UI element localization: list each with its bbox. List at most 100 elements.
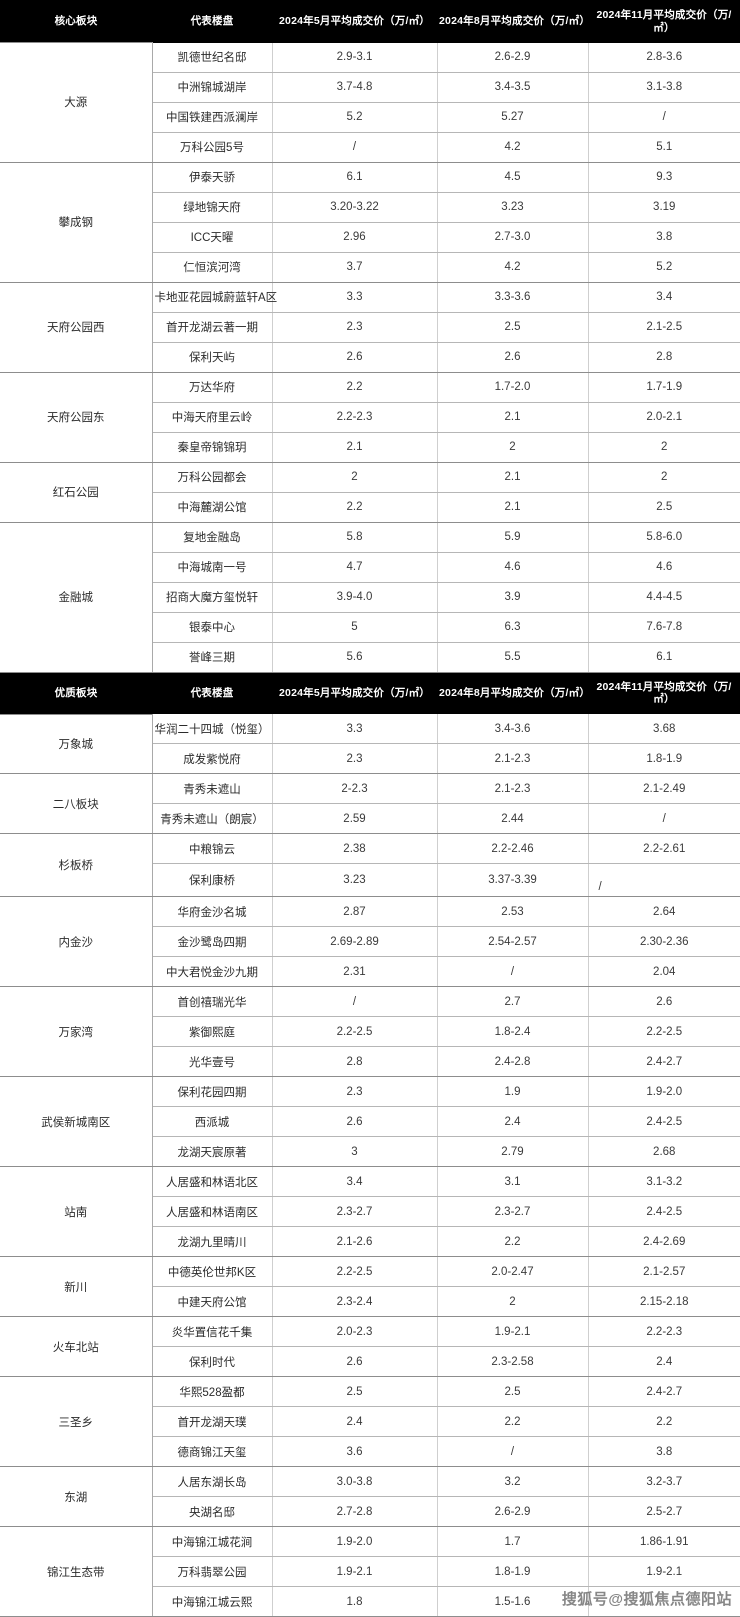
table-row: 龙湖九里晴川 2.1-2.6 2.2 2.4-2.69	[0, 1226, 740, 1258]
price-aug-cell: 2.2	[437, 1226, 589, 1258]
price-nov-cell: 3.1-3.2	[588, 1166, 740, 1198]
project-name-cell: 保利天屿	[152, 342, 273, 373]
price-aug-cell: /	[437, 1436, 589, 1468]
project-name-cell: 人居东湖长岛	[152, 1466, 273, 1498]
table-row: 站南 人居盛和林语北区 3.4 3.1 3.1-3.2	[0, 1166, 740, 1258]
project-name-cell: 华府金沙名城	[152, 896, 273, 928]
price-may-cell: 5.6	[272, 642, 438, 673]
price-may-cell: /	[272, 986, 438, 1018]
price-may-cell: 3.7	[272, 252, 438, 283]
price-nov-cell: 1.8-1.9	[588, 743, 740, 775]
price-aug-cell: 2.3-2.58	[437, 1346, 589, 1378]
price-aug-cell: 2.4-2.8	[437, 1046, 589, 1078]
project-name-cell: 首创禧瑞光华	[152, 986, 273, 1018]
price-nov-cell: 2.4-2.5	[588, 1106, 740, 1138]
price-aug-cell: 4.5	[437, 162, 589, 193]
table-row: 仁恒滨河湾 3.7 4.2 5.2	[0, 252, 740, 283]
price-nov-cell: 2.2	[588, 1406, 740, 1438]
table-header-row: 优质板块 代表楼盘 2024年5月平均成交价（万/㎡） 2024年8月平均成交价（万/…	[0, 672, 740, 715]
table-row: 锦江生态带 中海锦江城花涧 1.9-2.0 1.7 1.86-1.91	[0, 1526, 740, 1617]
project-name-cell: 万科公园5号	[152, 132, 273, 163]
price-may-cell: 2.2	[272, 372, 438, 403]
project-name-cell: 金沙鹭岛四期	[152, 926, 273, 958]
price-may-cell: 3.6	[272, 1436, 438, 1468]
price-nov-cell: 2.2-2.5	[588, 1016, 740, 1048]
table-row: 成发紫悦府 2.3 2.1-2.3 1.8-1.9	[0, 743, 740, 775]
price-may-cell: 2.3-2.7	[272, 1196, 438, 1228]
price-nov-cell: 4.4-4.5	[588, 582, 740, 613]
project-name-cell: 万科翡翠公园	[152, 1556, 273, 1588]
price-nov-cell: /	[588, 803, 740, 835]
price-nov-cell: 2.4-2.5	[588, 1196, 740, 1228]
area-cell: 站南	[0, 1166, 153, 1258]
table-row: 万家湾 首创禧瑞光华/2.7 2.6	[0, 986, 740, 1078]
price-may-cell: 2.7-2.8	[272, 1496, 438, 1528]
price-nov-cell: 2.4-2.7	[588, 1376, 740, 1408]
price-aug-cell: 3.4-3.6	[437, 714, 589, 745]
header-cell-aug: 2024年8月平均成交价（万/㎡）	[437, 1, 590, 43]
area-cell: 二八板块	[0, 773, 153, 835]
price-may-cell: 3.23	[272, 863, 438, 898]
project-name-cell: 青秀未遮山	[152, 773, 273, 805]
table-row: 西派城 2.6 2.4 2.4-2.5	[0, 1106, 740, 1138]
price-nov-cell: 4.6	[588, 552, 740, 583]
area-cell: 金融城	[0, 521, 153, 673]
price-may-cell: 3.0-3.8	[272, 1466, 438, 1498]
price-aug-cell: 3.37-3.39	[437, 863, 589, 898]
price-aug-cell: 2.3-2.7	[437, 1196, 589, 1228]
project-name-cell: 卡地亚花园城蔚蓝轩A区	[152, 282, 277, 313]
price-may-cell: 1.9-2.1	[272, 1556, 438, 1588]
price-nov-cell: 2	[588, 462, 740, 493]
header-cell-project: 代表楼盘	[152, 1, 272, 43]
project-name-cell: ICC天曜	[152, 222, 273, 253]
price-may-cell: 2.87	[272, 896, 438, 928]
top-edge-rule	[0, 0, 740, 1]
price-nov-cell: 3.2-3.7	[588, 1466, 740, 1498]
price-aug-cell: 4.2	[437, 252, 589, 283]
price-may-cell: 2	[272, 462, 438, 493]
project-name-cell: 中海麓湖公馆	[152, 492, 273, 523]
project-name-cell: 紫御熙庭	[152, 1016, 273, 1048]
table-row: 绿地锦天府 3.20-3.22 3.23 3.19	[0, 192, 740, 223]
table-row: 红石公园 万科公园都会 2 2.1 2	[0, 461, 740, 523]
price-may-cell: 3.3	[272, 714, 438, 745]
table-row: 二八板块 青秀未遮山 2-2.3 2.1-2.3 2.1-2.49	[0, 773, 740, 835]
price-nov-cell: 1.9-2.0	[588, 1076, 740, 1108]
project-name-cell: 人居盛和林语北区	[152, 1166, 273, 1198]
project-name-cell: 中国铁建西派澜岸	[152, 102, 273, 133]
table-row: 青秀未遮山（朗宸） 2.59 2.44/	[0, 803, 740, 835]
price-may-cell: 4.7	[272, 552, 438, 583]
price-nov-cell: 2.30-2.36	[588, 926, 740, 958]
header-cell-nov: 2024年11月平均成交价（万/㎡）	[588, 1, 740, 43]
price-aug-cell: 3.23	[437, 192, 589, 223]
price-may-cell: /	[272, 132, 438, 163]
price-aug-cell: 2.0-2.47	[437, 1256, 589, 1288]
price-aug-cell: 2.7	[437, 986, 589, 1018]
project-name-cell: 绿地锦天府	[152, 192, 273, 223]
table-row: 银泰中心 5 6.3 7.6-7.8	[0, 612, 740, 643]
table-row: 天府公园西 卡地亚花园城蔚蓝轩A区 3.3 3.3-3.6 3.4	[0, 281, 740, 373]
price-aug-cell: 2.4	[437, 1106, 589, 1138]
header-cell-area: 优质板块	[0, 672, 152, 715]
price-aug-cell: 3.9	[437, 582, 589, 613]
table-row: 中海城南一号 4.7 4.6 4.6	[0, 552, 740, 583]
price-nov-cell: /	[588, 102, 740, 133]
project-name-cell: 央湖名邸	[152, 1496, 273, 1528]
price-nov-cell: 5.2	[588, 252, 740, 283]
price-may-cell: 3.7-4.8	[272, 72, 438, 103]
price-nov-cell: 1.7-1.9	[588, 372, 740, 403]
header-cell-may: 2024年5月平均成交价（万/㎡）	[272, 1, 437, 43]
project-name-cell: 保利时代	[152, 1346, 273, 1378]
table-row: 中大君悦金沙九期 2.31/2.04	[0, 956, 740, 988]
table-row: 杉板桥 中粮锦云 2.38 2.2-2.46 2.2-2.61	[0, 833, 740, 898]
price-nov-cell: 9.3	[588, 162, 740, 193]
project-name-cell: 中洲锦城湖岸	[152, 72, 273, 103]
price-nov-cell: 6.1	[588, 642, 740, 673]
table-row: 保利康桥 3.23 3.37-3.39/	[0, 863, 740, 898]
price-aug-cell: 2.5	[437, 1376, 589, 1408]
price-may-cell: 2.3	[272, 1076, 438, 1108]
area-cell: 天府公园东	[0, 371, 153, 463]
project-name-cell: 复地金融岛	[152, 522, 273, 553]
